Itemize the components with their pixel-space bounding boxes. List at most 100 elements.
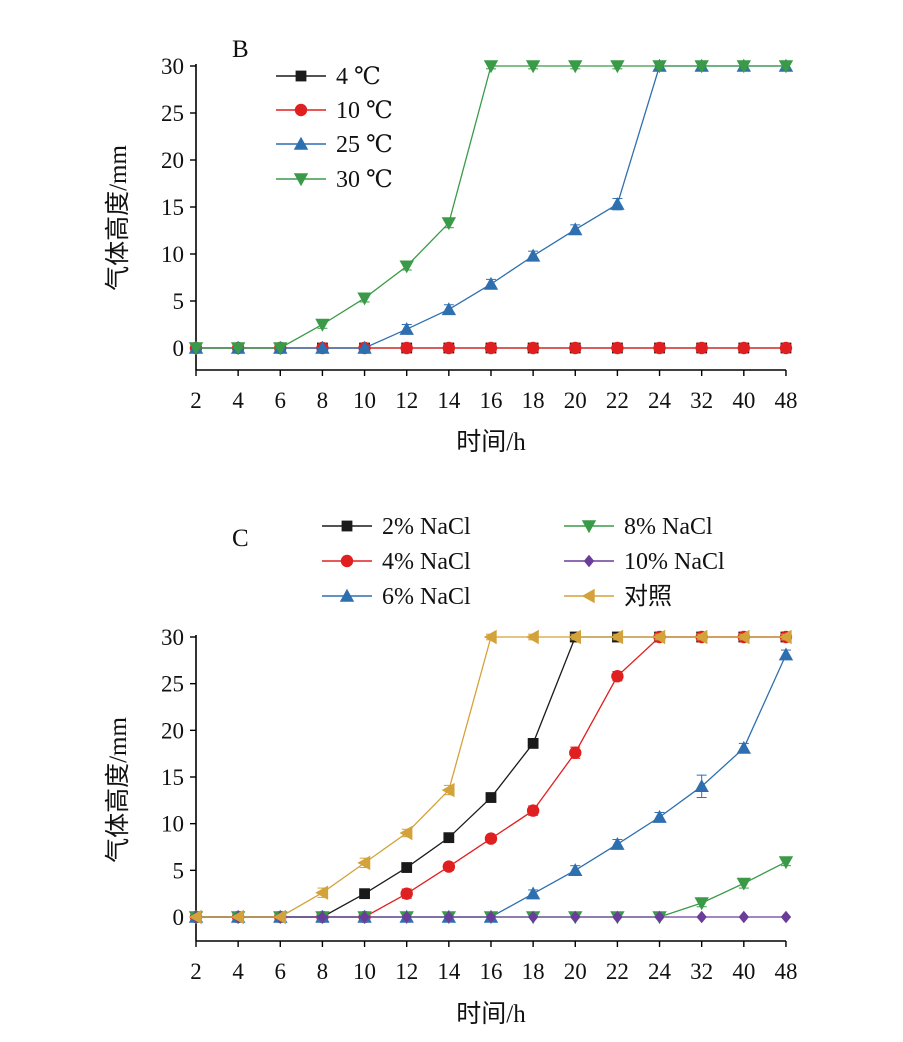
chart-c-data-point [525, 886, 541, 900]
chart-c-legend-marker [340, 554, 354, 568]
chart-c-data-point [569, 746, 582, 759]
chart-c-x-tick-label: 6 [275, 959, 287, 984]
chart-b-y-tick-label: 5 [173, 289, 185, 314]
chart-c-data-point [694, 629, 708, 645]
chart-b-x-tick-label: 6 [275, 388, 287, 413]
chart-c-x-tick-label: 40 [732, 959, 755, 984]
chart-c-data-point [736, 740, 752, 754]
chart-c-data-point [778, 856, 794, 870]
chart-c-plot [188, 629, 794, 925]
chart-c-legend-label: 6% NaCl [382, 584, 471, 610]
chart-b-data-point [441, 302, 457, 316]
chart-b-data-point [569, 341, 582, 355]
chart-b-x-tick-label: 10 [353, 388, 376, 413]
chart-b-axes [190, 64, 787, 376]
chart-c-data-point [526, 804, 540, 817]
chart-b-data-point [441, 217, 457, 231]
chart-c-data-point [570, 910, 581, 924]
chart-c-legend-label: 8% NaCl [624, 514, 713, 540]
chart-c-x-tick-label: 48 [774, 959, 797, 984]
chart-c-y-tick-label: 20 [161, 718, 184, 743]
chart-c-data-point [654, 910, 665, 924]
chart-b-data-point [695, 341, 708, 355]
chart-b-data-point [399, 322, 414, 335]
chart-b-data-point [525, 248, 541, 262]
chart-b-x-tick-label: 14 [437, 388, 461, 413]
chart-c-data-point [401, 862, 413, 873]
chart-c-y-tick-label: 15 [161, 765, 184, 790]
chart-b-x-tick-label: 32 [690, 388, 713, 413]
chart-c-data-point [527, 738, 539, 749]
chart-c-legend-label: 2% NaCl [382, 514, 471, 540]
chart-c-data-point [612, 910, 623, 924]
chart-b-y-tick-label: 20 [161, 148, 184, 173]
chart-b-data-point [188, 342, 204, 356]
chart-c-legend-label: 4% NaCl [382, 549, 471, 575]
chart-c-data-point [359, 910, 370, 924]
chart-b-data-point [568, 60, 583, 74]
chart-c-legend-label: 对照 [624, 583, 672, 610]
chart-b: B 气体高度/mm 时间/h 0 5 10 15 20 25 30 2 4 6 … [104, 36, 797, 456]
chart-c-data-point [443, 910, 455, 924]
chart-c-data-point [610, 629, 624, 645]
chart-b-data-point [315, 340, 330, 354]
chart-b-legend-label: 25 ℃ [336, 132, 393, 158]
chart-c-data-point [400, 887, 413, 900]
chart-b-legend-marker [293, 136, 309, 150]
chart-b-data-point [399, 260, 414, 274]
chart-c-x-tick-label: 32 [690, 959, 713, 984]
chart-c-data-point [485, 792, 497, 803]
chart-c-data-point [527, 910, 539, 924]
chart-b-data-point [778, 60, 794, 74]
chart-c-data-point [317, 910, 328, 924]
chart-b-data-point [483, 60, 499, 74]
chart-c-data-point [568, 863, 583, 877]
chart-b-data-point [525, 60, 541, 74]
chart-c-series-line [196, 654, 787, 918]
chart-c-legend-marker [583, 554, 595, 568]
chart-b-data-point [483, 276, 499, 290]
chart-c-y-axis-title: 气体高度/mm [104, 717, 132, 863]
chart-c-data-point [736, 877, 752, 891]
chart-c-series-line [196, 636, 786, 918]
chart-c-legend-label: 10% NaCl [624, 549, 725, 575]
chart-b-data-point [737, 341, 751, 355]
chart-b-series-line [196, 65, 786, 349]
chart-b-data-point [736, 60, 752, 74]
chart-c-x-tick-label: 24 [648, 959, 672, 984]
chart-c-data-point [357, 855, 371, 871]
chart-c-data-point [443, 832, 455, 844]
chart-b-y-tick-labels: 0 5 10 15 20 25 30 [161, 54, 184, 361]
chart-c-legend-marker [341, 520, 353, 532]
chart-b-data-point [315, 318, 330, 332]
chart-b-series-line [196, 65, 786, 349]
chart-c-data-point [780, 910, 792, 924]
chart-c-legend-marker [581, 588, 595, 604]
chart-c-x-tick-label: 14 [437, 959, 461, 984]
chart-c-data-point [188, 909, 202, 925]
chart-b-data-point [610, 60, 625, 74]
chart-b-data-point [652, 60, 667, 74]
chart-b-data-point [653, 341, 666, 355]
chart-b-legend: 4 ℃ 10 ℃ 25 ℃ 30 ℃ [276, 64, 393, 193]
chart-c-data-point [442, 860, 456, 873]
chart-c-data-point [738, 910, 750, 924]
chart-c-series-line [196, 636, 786, 918]
chart-b-x-tick-labels: 2 4 6 8 10 12 14 16 18 20 22 24 32 40 48 [190, 388, 797, 413]
chart-b-data-point [694, 60, 709, 74]
chart-c-data-point [483, 629, 497, 645]
chart-c-data-point [610, 837, 625, 850]
chart-c-data-point [273, 909, 286, 925]
chart-b-y-tick-label: 10 [161, 242, 184, 267]
chart-c-y-tick-label: 5 [173, 858, 185, 883]
chart-c-data-point [525, 629, 539, 645]
chart-b-plot [188, 58, 794, 356]
chart-b-x-tick-label: 12 [395, 388, 418, 413]
chart-c-legend-marker [339, 588, 355, 602]
chart-c-x-tick-label: 18 [522, 959, 545, 984]
chart-c-data-point [315, 885, 329, 900]
chart-b-x-tick-label: 24 [648, 388, 672, 413]
chart-c-data-point [652, 629, 666, 645]
chart-b-data-point [610, 196, 625, 210]
